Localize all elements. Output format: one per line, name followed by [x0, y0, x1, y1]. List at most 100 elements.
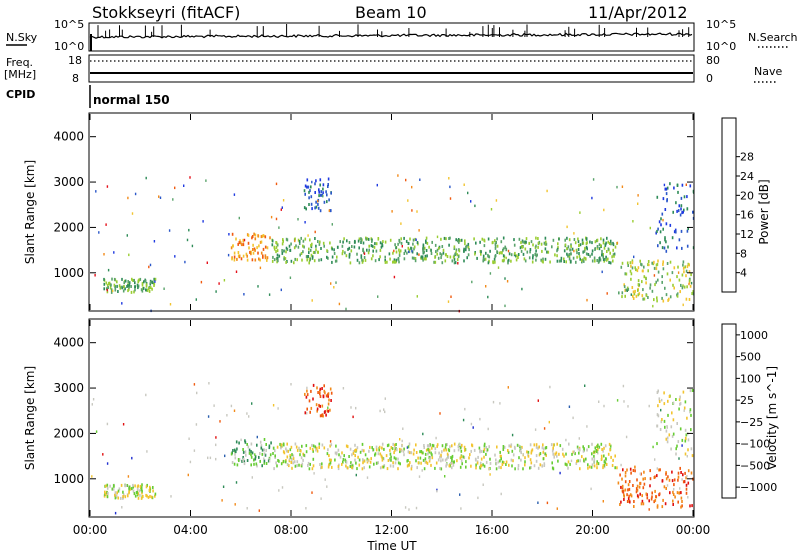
- heatmap-cell: [593, 460, 595, 464]
- heatmap-cell: [235, 270, 238, 273]
- heatmap-cell: [339, 455, 342, 459]
- heatmap-cell: [145, 288, 147, 292]
- heatmap-cell: [683, 406, 686, 410]
- heatmap-cell: [394, 461, 397, 465]
- heatmap-cell: [314, 230, 316, 234]
- nave-tick-top: 80: [706, 54, 720, 67]
- heatmap-cell: [327, 448, 329, 452]
- heatmap-cell: [253, 232, 255, 236]
- heatmap-cell: [434, 447, 437, 451]
- heatmap-cell: [686, 475, 688, 478]
- heatmap-cell: [467, 242, 470, 246]
- heatmap-cell: [521, 245, 524, 249]
- heatmap-cell: [665, 222, 668, 226]
- heatmap-cell: [582, 258, 584, 262]
- heatmap-cell: [591, 252, 593, 256]
- heatmap-cell: [136, 283, 139, 287]
- heatmap-cell: [321, 443, 324, 447]
- heatmap-cell: [637, 266, 640, 270]
- heatmap-cell: [565, 452, 567, 456]
- heatmap-cell: [586, 448, 588, 452]
- heatmap-cell: [322, 394, 325, 398]
- heatmap-cell: [666, 436, 669, 440]
- heatmap-cell: [344, 458, 347, 462]
- heatmap-cell: [354, 458, 356, 462]
- heatmap-cell: [365, 237, 368, 241]
- heatmap-cell: [500, 466, 502, 470]
- heatmap-cell: [503, 258, 505, 262]
- heatmap-cell: [565, 438, 567, 442]
- power-heatmap-cells: [94, 174, 695, 313]
- heatmap-cell: [467, 253, 470, 257]
- heatmap-cell: [687, 448, 689, 452]
- heatmap-cell: [124, 279, 127, 283]
- heatmap-cell: [422, 251, 425, 255]
- heatmap-cell: [141, 281, 144, 285]
- heatmap-cell: [552, 452, 554, 456]
- heatmap-cell: [358, 463, 361, 467]
- colorbar-frame: [721, 323, 737, 499]
- heatmap-cell: [408, 463, 410, 467]
- heatmap-cell: [268, 460, 271, 463]
- heatmap-cell: [691, 389, 694, 392]
- heatmap-cell: [576, 445, 579, 449]
- heatmap-cell: [254, 453, 256, 456]
- heatmap-cell: [134, 285, 136, 289]
- heatmap-cell: [295, 445, 298, 449]
- heatmap-cell: [483, 448, 486, 452]
- heatmap-cell: [296, 460, 299, 464]
- heatmap-cell: [557, 246, 559, 250]
- heatmap-cell: [391, 447, 394, 451]
- heatmap-cell: [341, 451, 343, 455]
- heatmap-cell: [250, 442, 253, 446]
- heatmap-cell: [603, 463, 606, 467]
- heatmap-cell: [328, 458, 331, 462]
- heatmap-cell: [403, 447, 405, 451]
- heatmap-cell: [395, 457, 397, 461]
- heatmap-cell: [585, 242, 588, 246]
- heatmap-cell: [426, 461, 429, 465]
- heatmap-cell: [242, 243, 245, 247]
- heatmap-cell: [563, 454, 565, 458]
- heatmap-cell: [393, 456, 396, 460]
- heatmap-cell: [533, 464, 536, 468]
- heatmap-cell: [584, 246, 586, 250]
- heatmap-cell: [374, 242, 376, 246]
- heatmap-cell: [605, 463, 608, 466]
- heatmap-cell: [642, 288, 644, 292]
- heatmap-cell: [541, 259, 544, 263]
- heatmap-cell: [353, 245, 356, 249]
- heatmap-cell: [360, 241, 362, 244]
- heatmap-cell: [518, 444, 520, 448]
- heatmap-cell: [213, 404, 215, 407]
- heatmap-cell: [642, 477, 644, 481]
- heatmap-cell: [671, 411, 673, 415]
- heatmap-cell: [689, 410, 691, 414]
- heatmap-cell: [294, 257, 296, 261]
- heatmap-cell: [435, 461, 438, 465]
- heatmap-cell: [391, 210, 393, 213]
- heatmap-cell: [665, 240, 667, 244]
- heatmap-cell: [439, 252, 441, 256]
- heatmap-cell: [564, 238, 566, 242]
- heatmap-cell: [414, 257, 417, 260]
- heatmap-cell: [323, 389, 326, 393]
- heatmap-cell: [398, 253, 401, 257]
- x-tick-label: 00:00: [73, 523, 108, 537]
- heatmap-cell: [500, 251, 502, 255]
- colorbar-tick-label: 20: [740, 189, 754, 202]
- heatmap-cell: [366, 237, 368, 241]
- heatmap-cell: [327, 406, 329, 409]
- heatmap-cell: [536, 253, 538, 257]
- heatmap-cell: [286, 463, 289, 466]
- heatmap-cell: [656, 442, 658, 446]
- heatmap-cell: [102, 453, 104, 456]
- heatmap-cell: [448, 449, 451, 453]
- heatmap-cell: [672, 432, 675, 436]
- heatmap-cell: [603, 259, 605, 263]
- heatmap-cell: [495, 467, 498, 471]
- heatmap-cell: [641, 280, 643, 284]
- heatmap-cell: [195, 423, 198, 426]
- heatmap-cell: [587, 445, 590, 449]
- heatmap-cell: [170, 495, 172, 498]
